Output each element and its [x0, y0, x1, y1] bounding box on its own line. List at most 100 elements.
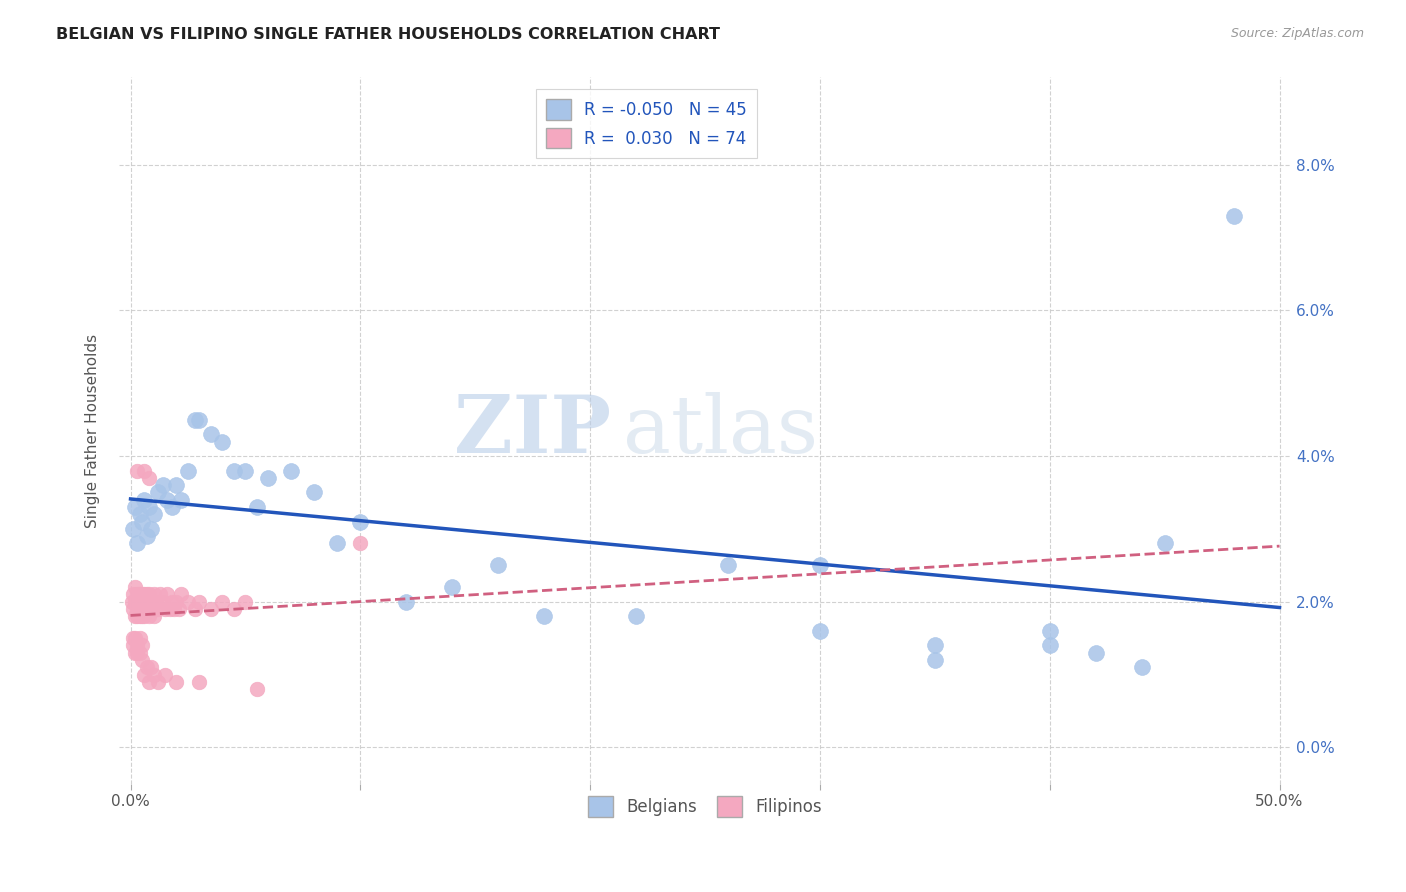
Point	[121, 595, 143, 609]
Point	[188, 674, 211, 689]
Point	[349, 515, 371, 529]
Point	[160, 500, 183, 514]
Point	[1153, 536, 1175, 550]
Point	[127, 639, 149, 653]
Point	[184, 412, 207, 426]
Point	[134, 492, 156, 507]
Point	[163, 602, 186, 616]
Point	[326, 536, 349, 550]
Point	[166, 674, 188, 689]
Point	[156, 587, 179, 601]
Point	[1039, 624, 1062, 638]
Point	[808, 558, 831, 573]
Point	[127, 536, 149, 550]
Point	[257, 471, 280, 485]
Point	[1130, 660, 1153, 674]
Point	[138, 674, 160, 689]
Point	[808, 624, 831, 638]
Point	[134, 667, 156, 681]
Point	[924, 639, 946, 653]
Point	[131, 595, 153, 609]
Point	[246, 500, 269, 514]
Point	[134, 609, 156, 624]
Point	[135, 587, 157, 601]
Point	[141, 660, 163, 674]
Point	[153, 602, 176, 616]
Point	[135, 660, 157, 674]
Point	[166, 595, 188, 609]
Point	[128, 602, 150, 616]
Point	[1039, 639, 1062, 653]
Point	[142, 508, 165, 522]
Point	[211, 434, 233, 449]
Point	[533, 609, 555, 624]
Point	[131, 587, 153, 601]
Point	[486, 558, 509, 573]
Point	[222, 602, 245, 616]
Text: atlas: atlas	[623, 392, 818, 469]
Point	[188, 412, 211, 426]
Point	[141, 595, 163, 609]
Point	[167, 602, 190, 616]
Point	[127, 464, 149, 478]
Point	[924, 653, 946, 667]
Point	[141, 602, 163, 616]
Point	[159, 602, 181, 616]
Point	[146, 485, 169, 500]
Text: ZIP: ZIP	[454, 392, 612, 469]
Point	[246, 682, 269, 697]
Point	[138, 609, 160, 624]
Point	[1222, 209, 1244, 223]
Point	[145, 595, 167, 609]
Point	[134, 595, 156, 609]
Point	[152, 478, 174, 492]
Point	[142, 587, 165, 601]
Point	[124, 631, 146, 645]
Point	[1084, 646, 1107, 660]
Point	[235, 464, 257, 478]
Point	[131, 653, 153, 667]
Point	[170, 492, 193, 507]
Point	[188, 595, 211, 609]
Point	[138, 500, 160, 514]
Point	[153, 667, 176, 681]
Point	[142, 667, 165, 681]
Point	[127, 587, 149, 601]
Point	[142, 609, 165, 624]
Point	[138, 587, 160, 601]
Point	[131, 515, 153, 529]
Point	[121, 639, 143, 653]
Point	[222, 464, 245, 478]
Point	[349, 536, 371, 550]
Point	[134, 587, 156, 601]
Point	[128, 646, 150, 660]
Point	[177, 464, 200, 478]
Point	[127, 646, 149, 660]
Point	[146, 602, 169, 616]
Point	[134, 602, 156, 616]
Legend: Belgians, Filipinos: Belgians, Filipinos	[579, 788, 831, 825]
Text: Source: ZipAtlas.com: Source: ZipAtlas.com	[1230, 27, 1364, 40]
Point	[121, 602, 143, 616]
Point	[152, 595, 174, 609]
Point	[141, 522, 163, 536]
Point	[138, 602, 160, 616]
Point	[149, 587, 172, 601]
Point	[200, 602, 222, 616]
Point	[127, 602, 149, 616]
Point	[170, 587, 193, 601]
Point	[128, 595, 150, 609]
Point	[211, 595, 233, 609]
Point	[166, 478, 188, 492]
Point	[124, 595, 146, 609]
Point	[131, 609, 153, 624]
Point	[128, 631, 150, 645]
Point	[128, 508, 150, 522]
Point	[135, 602, 157, 616]
Point	[184, 602, 207, 616]
Point	[280, 464, 302, 478]
Point	[128, 587, 150, 601]
Point	[131, 639, 153, 653]
Point	[717, 558, 740, 573]
Point	[304, 485, 326, 500]
